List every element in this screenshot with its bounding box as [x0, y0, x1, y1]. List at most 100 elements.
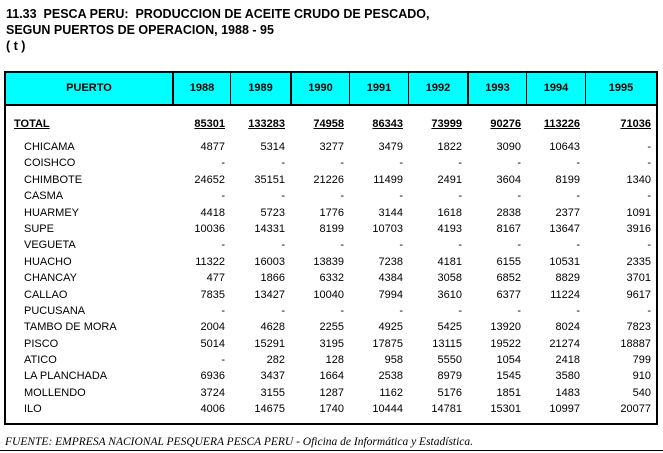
total-value-1990: 74958	[313, 118, 344, 130]
port-label: VEGUETA	[24, 239, 76, 252]
total-value-1995: 71036	[620, 118, 651, 130]
value-cell-1994: 8024	[555, 321, 580, 334]
value-cell-1994: 13647	[549, 222, 580, 235]
column-header-1992: 1992	[408, 73, 467, 104]
column-header-1991: 1991	[349, 73, 408, 104]
value-cell-1988: 6936	[200, 370, 225, 383]
value-cell-1995: -	[647, 239, 651, 252]
value-cell-1990: 6332	[319, 272, 344, 285]
table-row: CASMA - - - - - - - -	[6, 188, 656, 204]
value-cell-1994: 8829	[555, 272, 580, 285]
value-cell-1995: 18887	[620, 337, 651, 350]
value-cell-1995: -	[647, 190, 651, 203]
value-cell-1990: -	[340, 157, 344, 170]
port-label: COISHCO	[24, 157, 76, 170]
column-header-puerto: PUERTO	[66, 82, 112, 94]
value-cell-1989: 13427	[254, 288, 285, 301]
value-cell-1989: 3437	[260, 370, 285, 383]
column-header-1988: 1988	[172, 73, 230, 104]
value-cell-1989: 3155	[260, 386, 285, 399]
value-cell-1990: 8199	[319, 222, 344, 235]
value-cell-1991: 7994	[378, 288, 403, 301]
page-title: 11.33 PESCA PERU: PRODUCCION DE ACEITE C…	[6, 7, 430, 21]
value-cell-1991: 4384	[378, 272, 403, 285]
value-cell-1994: 3580	[555, 370, 580, 383]
value-cell-1995: 20077	[620, 403, 651, 416]
port-label: PUCUSANA	[24, 304, 86, 317]
value-cell-1990: 21226	[313, 173, 344, 186]
value-cell-1995: 799	[632, 354, 651, 367]
port-label: CASMA	[24, 190, 64, 203]
value-cell-1995: 3701	[626, 272, 651, 285]
table-row: COISHCO - - - - - - - -	[6, 155, 656, 171]
value-cell-1992: 2491	[437, 173, 462, 186]
value-cell-1992: 13115	[432, 337, 462, 350]
value-cell-1991: -	[399, 239, 403, 252]
value-cell-1993: 3604	[496, 173, 521, 186]
value-cell-1995: 9617	[626, 288, 651, 301]
value-cell-1995: 3916	[626, 222, 651, 235]
bottom-rule	[0, 450, 663, 451]
value-cell-1993: 8167	[496, 222, 521, 235]
value-cell-1990: 3277	[319, 141, 344, 153]
value-cell-1993: 6852	[496, 272, 521, 285]
value-cell-1991: -	[399, 190, 403, 203]
table-row: LA PLANCHADA 6936 3437 1664 2538 8979 15…	[6, 368, 656, 384]
value-cell-1988: -	[221, 354, 225, 367]
value-cell-1988: 10036	[194, 222, 225, 235]
value-cell-1989: 14331	[254, 222, 285, 235]
title-block: 11.33 PESCA PERU: PRODUCCION DE ACEITE C…	[6, 6, 429, 54]
value-cell-1991: -	[399, 157, 403, 170]
total-value-1992: 73999	[431, 118, 462, 130]
value-cell-1990: -	[340, 304, 344, 317]
value-cell-1991: 17875	[372, 337, 403, 350]
value-cell-1995: -	[647, 157, 651, 170]
table-row: HUARMEY 4418 5723 1776 3144 1618 2838 23…	[6, 205, 656, 221]
table-row: CHICAMA 4877 5314 3277 3479 1822 3090 10…	[6, 139, 656, 155]
value-cell-1990: 1287	[319, 386, 344, 399]
port-label: PISCO	[24, 337, 59, 350]
table-row: MOLLENDO 3724 3155 1287 1162 5176 1851 1…	[6, 385, 656, 401]
value-cell-1995: 1091	[626, 206, 651, 219]
table-header-row: PUERTO 1988 1989 1990 1991 1992 1993 199…	[4, 71, 658, 106]
value-cell-1992: 4193	[437, 222, 462, 235]
port-label: ATICO	[24, 354, 57, 367]
value-cell-1992: 3610	[437, 288, 462, 301]
value-cell-1995: 2335	[626, 255, 651, 268]
table-row: ATICO - 282 128 958 5550 1054 2418 799	[6, 352, 656, 368]
value-cell-1990: 1740	[319, 403, 344, 416]
port-label: HUARMEY	[24, 206, 80, 219]
value-cell-1990: 10040	[313, 288, 344, 301]
value-cell-1995: -	[647, 141, 651, 153]
value-cell-1993: 2838	[496, 206, 521, 219]
table-row: SUPE 10036 14331 8199 10703 4193 8167 13…	[6, 221, 656, 237]
value-cell-1994: -	[576, 190, 580, 203]
value-cell-1992: 1618	[437, 206, 462, 219]
port-rows: CHICAMA 4877 5314 3277 3479 1822 3090 10…	[6, 139, 656, 418]
column-header-1990: 1990	[290, 73, 349, 104]
total-value-1993: 90276	[490, 118, 521, 130]
value-cell-1989: 1866	[260, 272, 285, 285]
column-header-1993: 1993	[467, 73, 526, 104]
value-cell-1992: -	[458, 190, 462, 203]
value-cell-1993: -	[517, 304, 521, 317]
value-cell-1994: 8199	[555, 173, 580, 186]
value-cell-1993: 1054	[496, 354, 521, 367]
value-cell-1990: 1664	[319, 370, 344, 383]
value-cell-1991: 4925	[378, 321, 403, 334]
value-cell-1988: -	[221, 239, 225, 252]
value-cell-1988: 4418	[200, 206, 225, 219]
value-cell-1988: 477	[206, 272, 225, 285]
value-cell-1994: 2418	[555, 354, 580, 367]
value-cell-1994: 11224	[550, 288, 580, 301]
value-cell-1990: -	[340, 190, 344, 203]
value-cell-1988: 24652	[194, 173, 225, 186]
value-cell-1991: 3144	[378, 206, 403, 219]
port-label: CHICAMA	[24, 141, 75, 153]
value-cell-1989: 15291	[254, 337, 285, 350]
value-cell-1994: 21274	[549, 337, 580, 350]
value-cell-1991: 10703	[372, 222, 403, 235]
port-label: TAMBO DE MORA	[24, 321, 117, 334]
port-label: LA PLANCHADA	[24, 370, 108, 383]
value-cell-1994: -	[576, 304, 580, 317]
